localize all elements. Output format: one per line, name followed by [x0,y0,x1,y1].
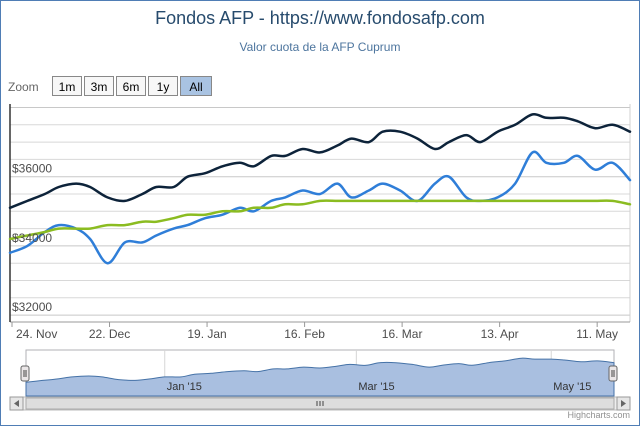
y-tick-label: $36000 [12,162,52,176]
arrow-right-icon [621,400,626,407]
arrow-left-icon [14,400,19,407]
zoom-6m-button[interactable]: 6m [116,76,146,96]
navigator-tick-label: May '15 [553,381,591,393]
chart-subtitle: Valor cuota de la AFP Cuprum [239,40,401,54]
zoom-all-button[interactable]: All [180,76,212,96]
zoom-label: Zoom [8,80,39,94]
x-tick-label: 13. Apr [481,327,519,341]
highcharts-credit[interactable]: Highcharts.com [567,410,630,420]
series-line-blue[interactable] [8,150,632,265]
y-tick-label: $32000 [12,300,52,314]
navigator[interactable]: Jan '15 Mar '15 May '15 [20,349,618,397]
navigator-tick-label: Mar '15 [358,381,394,393]
navigator-series-area [25,357,615,397]
navigator-labels: Jan '15 Mar '15 May '15 [167,381,592,393]
scrollbar[interactable] [9,396,631,411]
x-tick-label: 19. Jan [187,327,226,341]
series-line-dark[interactable] [8,112,632,210]
x-axis-labels: 24. Nov 22. Dec 19. Jan 16. Feb 16. Mar 13. A… [16,327,618,341]
navigator-tick-label: Jan '15 [167,381,202,393]
navigator-left-handle[interactable] [20,365,30,382]
x-tick-label: 16. Feb [284,327,325,341]
y-axis-labels: $32000 $34000 $36000 [12,162,52,314]
series-group [8,112,632,265]
navigator-right-handle[interactable] [608,365,618,382]
y-tick-label: $34000 [12,231,52,245]
zoom-1y-button[interactable]: 1y [148,76,178,96]
x-tick-label: 24. Nov [16,327,57,341]
chart-title: Fondos AFP - https://www.fondosafp.com [155,8,485,28]
zoom-1m-button[interactable]: 1m [52,76,82,96]
zoom-3m-button[interactable]: 3m [84,76,114,96]
x-tick-label: 16. Mar [382,327,423,341]
x-tick-label: 22. Dec [89,327,130,341]
x-tick-label: 11. May [576,327,618,341]
grid-lines [10,104,631,323]
series-line-green[interactable] [8,199,632,241]
x-axis-ticks [11,322,598,327]
